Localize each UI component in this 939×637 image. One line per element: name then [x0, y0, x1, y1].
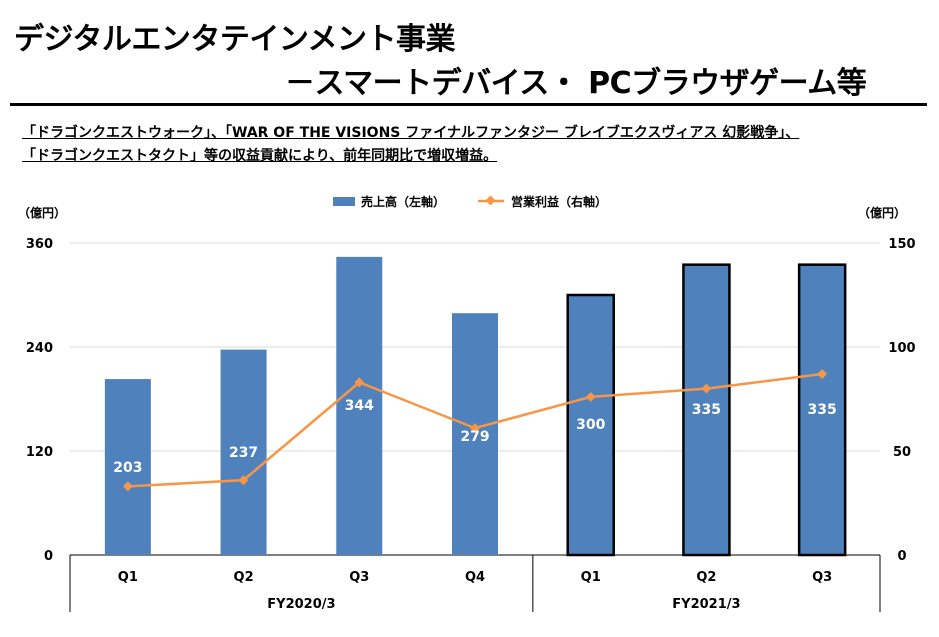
line-point — [354, 377, 365, 388]
bar-data-label: 335 — [808, 402, 837, 418]
bar — [797, 263, 847, 557]
right-axis-unit: （億円） — [858, 205, 906, 220]
legend-bar-swatch — [333, 197, 355, 206]
bar — [220, 349, 267, 555]
left-axis-tick-label: 360 — [26, 237, 53, 252]
summary-line-2: 「ドラゴンクエストタクト」等の収益貢献により、前年同期比で増収増益。 — [22, 148, 498, 164]
quarter-label: Q1 — [118, 570, 138, 585]
bar — [566, 293, 615, 557]
bar-data-label: 203 — [113, 460, 142, 476]
page-subtitle-title: －スマートデバイス・ PCブラウザゲーム等 — [285, 66, 867, 101]
line-point — [470, 423, 480, 434]
bar-data-label: 279 — [460, 429, 489, 445]
right-axis-tick-label: 100 — [888, 341, 915, 356]
left-axis-tick-label: 0 — [44, 549, 53, 564]
fiscal-year-label: FY2020/3 — [267, 597, 335, 612]
quarter-label: Q1 — [581, 570, 601, 585]
right-axis-tick-label: 150 — [888, 237, 915, 252]
quarter-label: Q4 — [465, 570, 485, 585]
line-point — [238, 475, 249, 486]
left-axis-tick-label: 240 — [26, 341, 53, 356]
quarter-label: Q3 — [812, 570, 832, 585]
bar-data-label: 344 — [345, 398, 374, 414]
line-point — [817, 369, 828, 379]
line-point — [585, 391, 596, 402]
bar — [336, 256, 383, 555]
legend-line-label: 営業利益（右軸） — [511, 194, 607, 209]
quarter-label: Q2 — [696, 570, 716, 585]
legend-bar-label: 売上高（左軸） — [361, 194, 445, 209]
bar-data-label: 237 — [229, 445, 258, 461]
page-title: デジタルエンタテインメント事業 — [14, 22, 456, 57]
quarter-label: Q3 — [349, 570, 369, 585]
summary-line-1: 「ドラゴンクエストウォーク」、「WAR OF THE VISIONS ファイナル… — [22, 125, 800, 141]
bar-data-label: 335 — [692, 402, 721, 418]
right-axis-tick-label: 50 — [893, 445, 911, 460]
left-axis-tick-label: 120 — [26, 445, 53, 460]
legend-line-marker — [485, 195, 496, 206]
line-point — [701, 383, 712, 394]
title-divider — [10, 103, 927, 106]
bar-data-label: 300 — [576, 417, 605, 433]
bar — [104, 379, 151, 555]
bar — [452, 313, 498, 555]
fiscal-year-label: FY2021/3 — [672, 597, 740, 612]
quarter-label: Q2 — [234, 570, 254, 585]
right-axis-tick-label: 0 — [897, 549, 906, 564]
left-axis-unit: （億円） — [18, 205, 66, 220]
bar — [682, 263, 731, 557]
